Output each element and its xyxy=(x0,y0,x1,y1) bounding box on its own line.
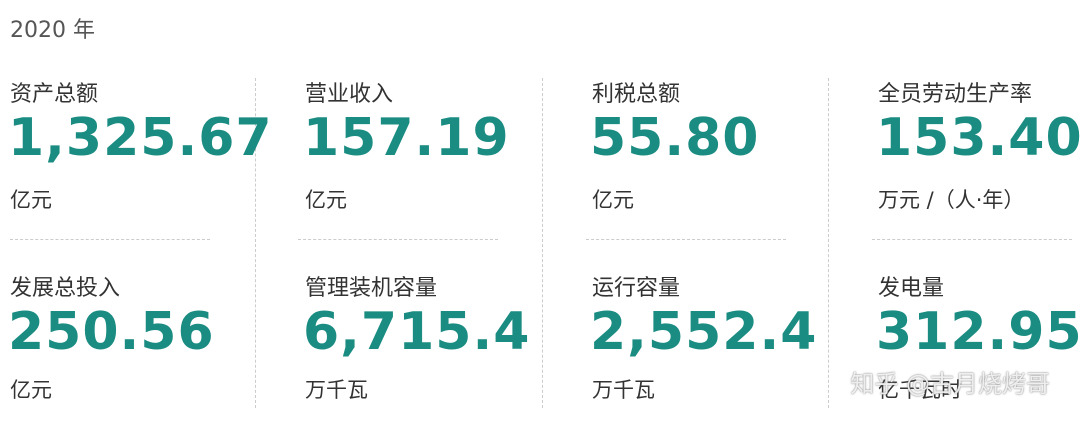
metrics-grid: 资产总额 1,325.67 亿元 营业收入 157.19 亿元 利税总额 55.… xyxy=(0,68,1080,408)
metric-revenue: 营业收入 157.19 亿元 xyxy=(295,68,565,238)
metric-label: 运行容量 xyxy=(592,276,681,301)
watermark-text: 知乎 @古月烧烤哥 xyxy=(850,370,1050,398)
row-divider xyxy=(872,239,1072,240)
metric-unit: 万元 /（人·年） xyxy=(878,188,1025,212)
metric-unit: 亿元 xyxy=(592,188,634,212)
row-divider xyxy=(586,239,786,240)
metric-value: 157.19 xyxy=(303,108,510,168)
metric-unit: 亿元 xyxy=(10,378,52,402)
metric-profit-tax: 利税总额 55.80 亿元 xyxy=(582,68,852,238)
year-label: 2020 年 xyxy=(10,18,95,43)
metric-unit: 万千瓦 xyxy=(305,378,368,402)
metric-value: 6,715.4 xyxy=(303,302,531,362)
metric-unit: 亿元 xyxy=(305,188,347,212)
metric-unit: 亿千瓦时 xyxy=(878,378,962,402)
metric-label: 资产总额 xyxy=(10,82,99,107)
column-divider xyxy=(542,78,543,408)
column-divider xyxy=(828,78,829,408)
metric-value: 1,325.67 xyxy=(8,108,273,168)
metric-value: 312.95 xyxy=(876,302,1080,362)
metric-labor-productivity: 全员劳动生产率 153.40 万元 /（人·年） xyxy=(868,68,1080,238)
metric-label: 发展总投入 xyxy=(10,276,121,301)
metric-value: 55.80 xyxy=(590,108,760,168)
metric-total-assets: 资产总额 1,325.67 亿元 xyxy=(0,68,273,238)
metric-label: 发电量 xyxy=(878,276,945,301)
metric-unit: 亿元 xyxy=(10,188,52,212)
metric-value: 250.56 xyxy=(8,302,215,362)
row-divider xyxy=(298,239,498,240)
metric-unit: 万千瓦 xyxy=(592,378,655,402)
metric-value: 2,552.4 xyxy=(590,302,818,362)
metric-label: 营业收入 xyxy=(305,82,394,107)
metric-total-investment: 发展总投入 250.56 亿元 xyxy=(0,262,270,432)
column-divider xyxy=(255,78,256,408)
row-divider xyxy=(10,239,210,240)
metric-value: 153.40 xyxy=(876,108,1080,168)
metric-label: 全员劳动生产率 xyxy=(878,82,1033,107)
metric-label: 利税总额 xyxy=(592,82,681,107)
metric-managed-capacity: 管理装机容量 6,715.4 万千瓦 xyxy=(295,262,565,432)
metric-power-generation: 发电量 312.95 亿千瓦时 xyxy=(868,262,1080,432)
metric-label: 管理装机容量 xyxy=(305,276,438,301)
metric-operating-capacity: 运行容量 2,552.4 万千瓦 xyxy=(582,262,852,432)
